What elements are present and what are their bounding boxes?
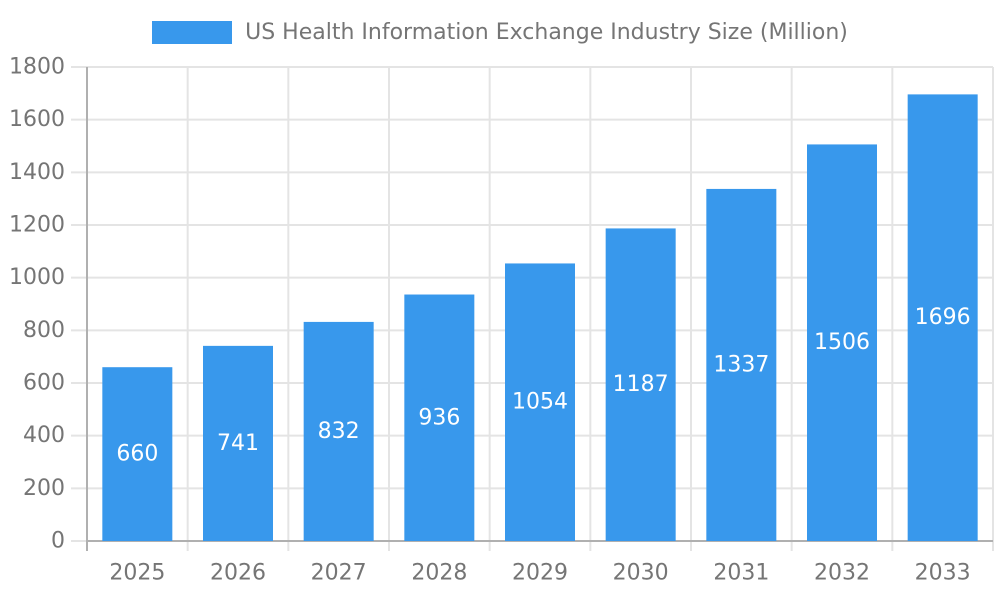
x-tick-label: 2025 xyxy=(109,561,165,586)
chart-legend[interactable]: US Health Information Exchange Industry … xyxy=(0,20,1000,45)
x-tick-label: 2029 xyxy=(512,561,568,586)
bar-value-label: 936 xyxy=(418,405,460,430)
y-tick-label: 1600 xyxy=(9,107,65,132)
bar-2025[interactable] xyxy=(102,367,173,541)
x-tick-label: 2032 xyxy=(814,561,870,586)
y-tick-label: 1800 xyxy=(9,55,65,80)
x-tick-label: 2027 xyxy=(311,561,367,586)
bar-2027[interactable] xyxy=(303,321,374,541)
bar-value-label: 832 xyxy=(318,419,360,444)
y-tick-label: 200 xyxy=(23,476,65,501)
y-tick-label: 1200 xyxy=(9,213,65,238)
x-tick-label: 2031 xyxy=(713,561,769,586)
plot-area: 0 200 400 600 800 1000 1200 1400 1600 1800 660 2025… xyxy=(9,55,994,586)
bar-value-label: 1054 xyxy=(512,390,568,415)
bar-2032[interactable] xyxy=(807,144,877,542)
x-tick-label: 2030 xyxy=(613,561,669,586)
bar-value-label: 660 xyxy=(116,442,158,467)
y-tick-label: 800 xyxy=(23,318,65,343)
y-tick-label: 400 xyxy=(23,423,65,448)
bar-value-label: 1337 xyxy=(713,352,769,377)
bar-2030[interactable] xyxy=(605,228,676,541)
bar-2033[interactable] xyxy=(907,94,978,542)
bar-2031[interactable] xyxy=(706,188,777,541)
legend-label: US Health Information Exchange Industry … xyxy=(245,20,848,45)
y-tick-label: 1000 xyxy=(9,265,65,290)
x-tick-label: 2026 xyxy=(210,561,266,586)
x-tick-label: 2033 xyxy=(915,561,971,586)
bar-value-label: 1696 xyxy=(915,305,971,330)
bar-value-label: 1506 xyxy=(814,330,870,355)
bar-2028[interactable] xyxy=(404,294,475,541)
bar-2029[interactable] xyxy=(505,263,575,541)
x-tick-label: 2028 xyxy=(411,561,467,586)
bar-value-label: 1187 xyxy=(613,372,669,397)
y-tick-label: 1400 xyxy=(9,160,65,185)
legend-swatch-icon xyxy=(152,21,233,44)
y-tick-label: 0 xyxy=(51,529,65,554)
y-tick-label: 600 xyxy=(23,371,65,396)
bar-value-label: 741 xyxy=(217,431,259,456)
bar-2026[interactable] xyxy=(203,345,273,541)
